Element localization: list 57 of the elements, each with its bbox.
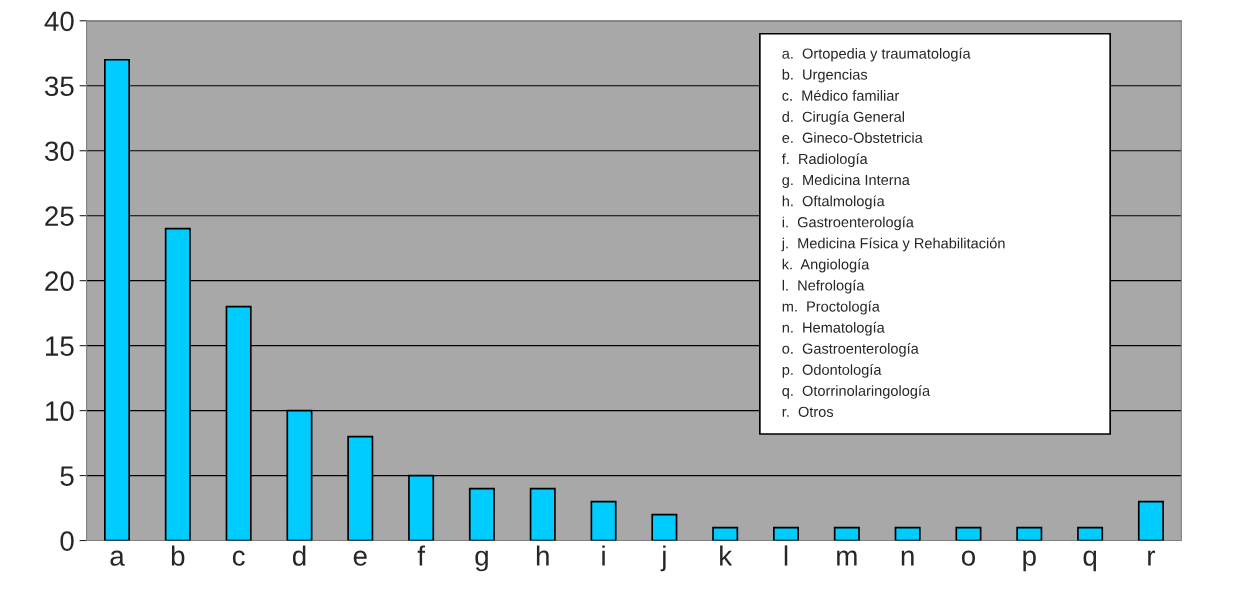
x-tick-label: q	[1083, 550, 1097, 572]
x-tick-label: e	[353, 550, 367, 566]
x-tick-label: l	[784, 545, 788, 566]
x-tick-label: p	[1023, 550, 1036, 572]
annotation: r. Otros	[782, 406, 834, 417]
y-tick-label: 5	[60, 466, 74, 486]
annotation: m. Proctología	[782, 300, 880, 315]
bar	[590, 500, 617, 541]
annotation: d. Cirugía General	[782, 111, 904, 125]
x-tick-label: n	[901, 550, 914, 566]
x-tick-label: o	[961, 550, 976, 566]
x-tick-label: c	[232, 550, 245, 566]
x-tick-label: f	[417, 545, 425, 566]
bar	[1137, 500, 1164, 541]
x-tick-label: g	[475, 550, 488, 572]
x-tick-label: k	[720, 545, 733, 566]
bar	[468, 487, 495, 541]
bar	[529, 487, 556, 541]
y-tick-label: 15	[46, 336, 74, 356]
y-tick-label: 40	[44, 11, 74, 32]
x-tick-label: r	[1148, 550, 1156, 566]
annotation: f. Radiología	[781, 153, 868, 167]
x-tick-label: m	[837, 550, 857, 566]
bar	[712, 526, 739, 541]
annotation: e. Gineco-Obstetricia	[782, 132, 923, 143]
annotation: l. Nefrología	[782, 279, 865, 294]
annotation: c. Médico familiar	[782, 89, 900, 101]
annotation: o. Gastroenterología	[782, 342, 919, 357]
x-tick-label: j	[660, 545, 666, 572]
bar	[651, 513, 678, 541]
y-tick-label: 0	[60, 531, 74, 551]
annotation: p. Odontología	[782, 364, 882, 378]
bar	[955, 526, 982, 541]
annotation: q. Otorrinolaringología	[782, 385, 931, 399]
annotation: a. Ortopedia y traumatología	[782, 47, 971, 62]
y-tick-label: 25	[45, 206, 74, 227]
y-tick-label: 30	[44, 141, 74, 162]
annotation: k. Angiología	[782, 258, 870, 273]
annotation: b. Urgencias	[782, 69, 868, 83]
annotation: g. Medicina Interna	[782, 174, 910, 188]
bar	[773, 526, 800, 541]
annotation: n. Hematología	[782, 321, 885, 336]
bar	[1016, 526, 1043, 541]
annotation: j. Medicina Física y Rehabilitación	[781, 237, 1005, 252]
x-tick-label: h	[536, 545, 549, 566]
annotation: i. Gastroenterología	[782, 216, 914, 231]
y-tick-label: 10	[46, 401, 74, 421]
x-tick-label: b	[171, 545, 185, 566]
bar	[833, 526, 860, 541]
y-tick-label: 35	[44, 76, 74, 97]
x-tick-label: i	[602, 545, 605, 566]
x-tick-label: d	[292, 545, 306, 566]
bar	[894, 526, 921, 541]
x-tick-label: a	[110, 550, 125, 566]
bar	[1077, 526, 1104, 541]
y-tick-label: 20	[45, 271, 74, 291]
annotation: h. Oftalmología	[782, 195, 885, 210]
